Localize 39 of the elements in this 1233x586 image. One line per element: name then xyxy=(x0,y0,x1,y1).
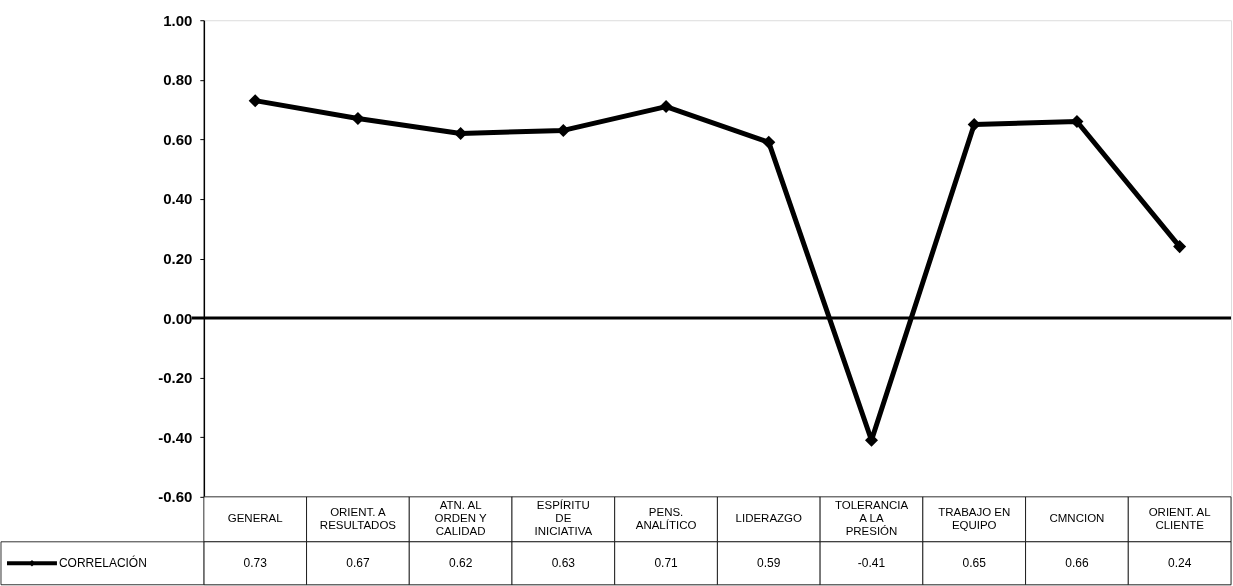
y-tick-label: 0.20 xyxy=(163,250,193,268)
legend-label: CORRELACIÓN xyxy=(58,555,147,571)
x-tick-label: ESPÍRITU DE INICIATIVA xyxy=(534,499,593,538)
point xyxy=(967,117,981,131)
y-tick-label: -0.60 xyxy=(158,488,193,506)
point xyxy=(1070,114,1084,129)
point xyxy=(248,94,262,108)
y-tick-label: 0.40 xyxy=(163,190,193,208)
y-tick-label: 1.00 xyxy=(163,11,193,29)
x-tick-label: PENS. ANALÍTICO xyxy=(635,505,697,531)
y-tick-label: 0.60 xyxy=(163,130,193,148)
x-tick-label: ATN. AL ORDEN Y CALIDAD xyxy=(434,499,488,538)
y-tick-label: 0.80 xyxy=(163,71,193,89)
data-label: 0.66 xyxy=(1065,556,1089,571)
point xyxy=(762,135,776,149)
y-tick-label: -0.20 xyxy=(158,369,193,387)
data-label: 0.73 xyxy=(243,556,268,571)
point xyxy=(659,100,673,114)
x-tick-label: ORIENT. A RESULTADOS xyxy=(319,505,397,531)
x-tick-label: LIDERAZGO xyxy=(735,512,803,525)
point xyxy=(1173,240,1187,254)
data-label: 0.24 xyxy=(1167,556,1192,571)
x-tick-label: CMNCION xyxy=(1049,512,1105,525)
x-tick-label: ORIENT. AL CLIENTE xyxy=(1148,505,1211,531)
y-tick-label: 0.00 xyxy=(163,309,193,327)
data-label: 0.67 xyxy=(346,556,370,571)
data-label: 0.62 xyxy=(448,556,473,571)
point xyxy=(454,126,468,140)
point xyxy=(351,112,365,126)
y-tick-label: -0.40 xyxy=(158,428,193,446)
x-tick-label: TOLERANCIA A LA PRESIÓN xyxy=(834,499,909,538)
data-label: -0.41 xyxy=(857,556,886,571)
point xyxy=(556,123,570,137)
data-label: 0.65 xyxy=(962,556,987,571)
x-tick-label: TRABAJO EN EQUIPO xyxy=(938,505,1011,531)
data-label: 0.63 xyxy=(551,556,576,571)
data-label: 0.59 xyxy=(757,556,781,571)
data-label: 0.71 xyxy=(654,556,679,571)
x-tick-label: GENERAL xyxy=(227,512,283,525)
